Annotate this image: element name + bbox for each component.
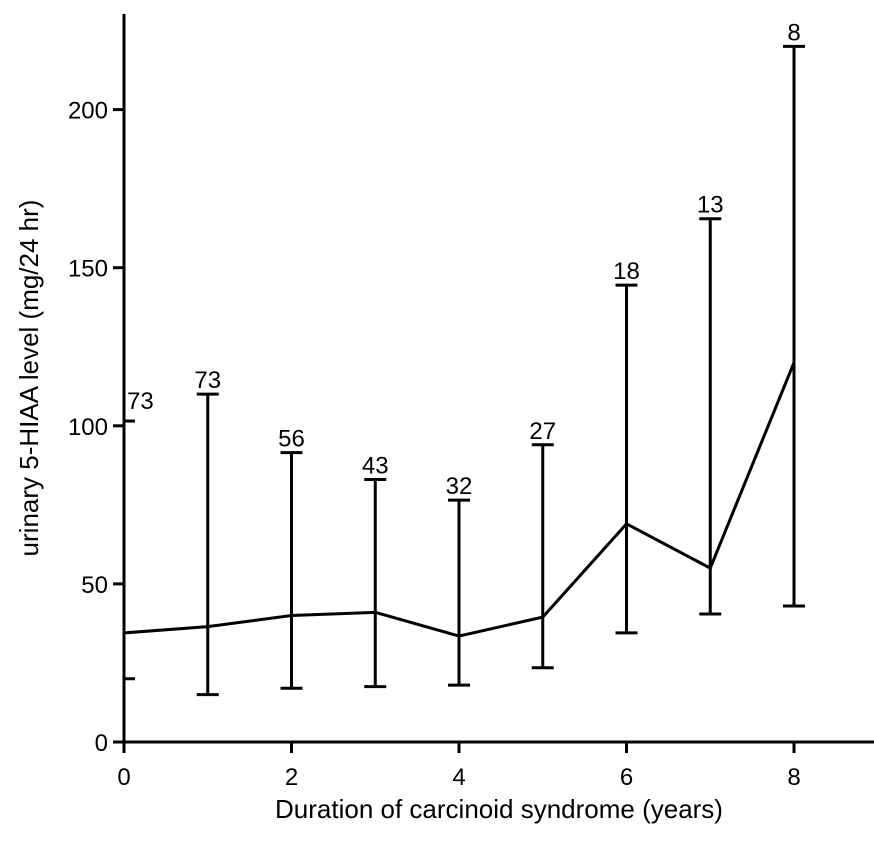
x-tick-label-2: 2 [285,764,298,791]
ticks: 0 50 100 150 200 0 2 4 6 8 [68,98,801,791]
n-label-6: 18 [613,258,640,285]
y-tick-label-200: 200 [68,98,108,125]
x-tick-label-4: 4 [452,764,465,791]
x-tick-label-8: 8 [787,764,800,791]
n-labels: 73 73 56 43 32 27 18 13 8 [127,19,801,500]
x-tick-label-6: 6 [620,764,633,791]
series-line-layer [123,361,796,638]
y-axis-title: urinary 5-HIAA level (mg/24 hr) [14,200,44,557]
n-label-4: 32 [446,473,473,500]
n-label-0: 73 [127,388,154,415]
y-tick-label-150: 150 [68,256,108,283]
x-axis-title: Duration of carcinoid syndrome (years) [275,794,723,824]
n-label-2: 56 [278,426,305,453]
n-label-3: 43 [362,453,389,480]
y-tick-label-100: 100 [68,414,108,441]
n-label-8: 8 [787,19,800,46]
axes [122,14,874,744]
series-line-0 [123,361,796,638]
n-label-1: 73 [194,367,221,394]
n-label-7: 13 [697,192,724,219]
y-tick-label-0: 0 [95,730,108,757]
x-tick-label-0: 0 [117,764,130,791]
y-tick-label-50: 50 [81,572,108,599]
n-label-5: 27 [529,418,556,445]
error-bars [122,44,805,697]
